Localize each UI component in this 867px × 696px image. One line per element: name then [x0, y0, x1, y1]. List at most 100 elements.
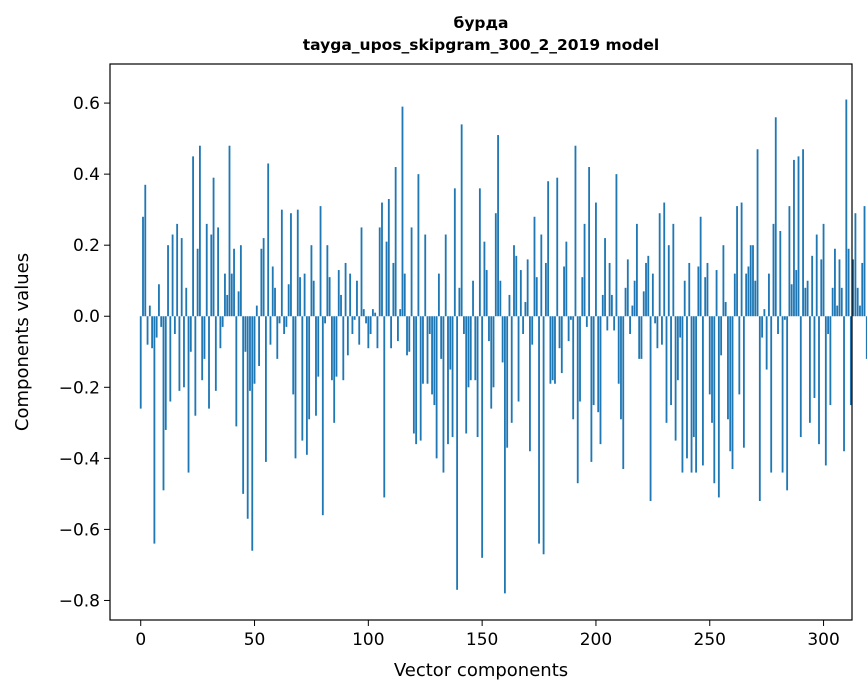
bar-164: [513, 245, 515, 317]
bar-309: [843, 316, 845, 452]
bar-193: [579, 316, 581, 402]
bar-94: [353, 316, 356, 320]
y-tick-label: 0.4: [73, 165, 100, 185]
bar-273: [761, 316, 764, 338]
bar-85: [333, 316, 336, 423]
bar-11: [164, 316, 167, 430]
x-tick-label: 150: [466, 630, 498, 650]
bar-254: [717, 316, 720, 498]
bar-306: [836, 305, 839, 317]
x-tick-label: 0: [135, 630, 146, 650]
bar-180: [549, 316, 552, 384]
bar-250: [708, 316, 711, 395]
bar-293: [806, 280, 809, 317]
bar-296: [813, 316, 816, 398]
bar-145: [469, 316, 472, 381]
bar-168: [522, 316, 525, 335]
bar-284: [786, 316, 789, 491]
bar-156: [494, 213, 497, 317]
bar-247: [702, 316, 704, 466]
y-tick-label: 0.2: [73, 236, 100, 256]
bar-74: [308, 316, 311, 420]
bar-71: [301, 316, 304, 441]
bar-25: [196, 248, 199, 317]
bar-36: [221, 316, 224, 327]
chart-title: бурда: [454, 14, 509, 32]
bar-271: [756, 149, 759, 317]
bar-39: [228, 145, 231, 317]
bar-61: [278, 316, 281, 324]
bar-155: [492, 316, 495, 388]
bar-43: [237, 291, 240, 317]
bar-157: [497, 135, 499, 317]
bar-66: [290, 213, 292, 317]
bar-59: [274, 287, 276, 317]
bar-16: [176, 223, 179, 317]
bar-28: [203, 316, 206, 359]
x-tick-label: 50: [244, 630, 266, 650]
bar-14: [171, 234, 174, 317]
bar-240: [686, 316, 688, 459]
y-tick-label: −0.4: [59, 449, 100, 469]
bar-3: [146, 316, 149, 345]
bar-289: [797, 156, 800, 317]
bar-96: [358, 316, 361, 345]
bar-228: [658, 213, 661, 317]
bar-35: [219, 316, 222, 349]
bar-232: [667, 245, 670, 317]
bar-213: [624, 287, 627, 317]
bar-124: [422, 316, 424, 384]
bar-251: [711, 316, 713, 423]
bar-62: [280, 209, 283, 317]
bar-150: [481, 316, 484, 558]
bar-256: [722, 245, 725, 317]
bar-206: [608, 262, 611, 317]
bar-77: [315, 316, 317, 416]
bar-97: [360, 227, 363, 317]
y-tick-label: −0.6: [59, 520, 100, 540]
bar-209: [615, 174, 618, 317]
bar-215: [629, 316, 631, 335]
bar-33: [214, 316, 217, 391]
bar-44: [239, 245, 242, 317]
bar-241: [688, 262, 691, 317]
bar-24: [194, 316, 197, 416]
bar-229: [661, 316, 663, 345]
bar-7: [155, 316, 158, 338]
bar-56: [267, 163, 270, 317]
bar-41: [233, 248, 235, 317]
bar-52: [258, 316, 260, 366]
bar-211: [620, 316, 622, 420]
bar-312: [849, 316, 852, 406]
bar-222: [645, 262, 647, 317]
bar-259: [729, 316, 732, 452]
bar-205: [606, 316, 609, 331]
bar-315: [856, 287, 859, 317]
bar-166: [517, 316, 520, 402]
bar-307: [838, 259, 841, 317]
bar-179: [547, 181, 550, 317]
bar-202: [599, 316, 602, 445]
bar-194: [581, 277, 584, 317]
bar-8: [158, 284, 160, 317]
x-tick-label: 100: [352, 630, 384, 650]
bar-182: [554, 316, 556, 384]
bar-91: [346, 316, 349, 356]
bar-267: [747, 266, 750, 317]
bar-243: [692, 316, 695, 438]
bar-29: [205, 223, 208, 317]
bar-99: [365, 316, 367, 324]
bar-231: [665, 316, 668, 423]
bar-140: [458, 287, 461, 317]
bar-225: [651, 273, 654, 317]
bar-80: [321, 316, 324, 516]
bar-207: [610, 294, 613, 317]
bar-87: [337, 270, 340, 317]
bar-129: [433, 316, 436, 406]
chart-subtitle: tayga_upos_skipgram_300_2_2019 model: [303, 36, 660, 54]
bar-208: [613, 316, 616, 331]
bar-308: [840, 287, 843, 317]
bar-109: [387, 199, 390, 317]
bar-55: [265, 316, 267, 462]
bar-63: [283, 316, 286, 335]
